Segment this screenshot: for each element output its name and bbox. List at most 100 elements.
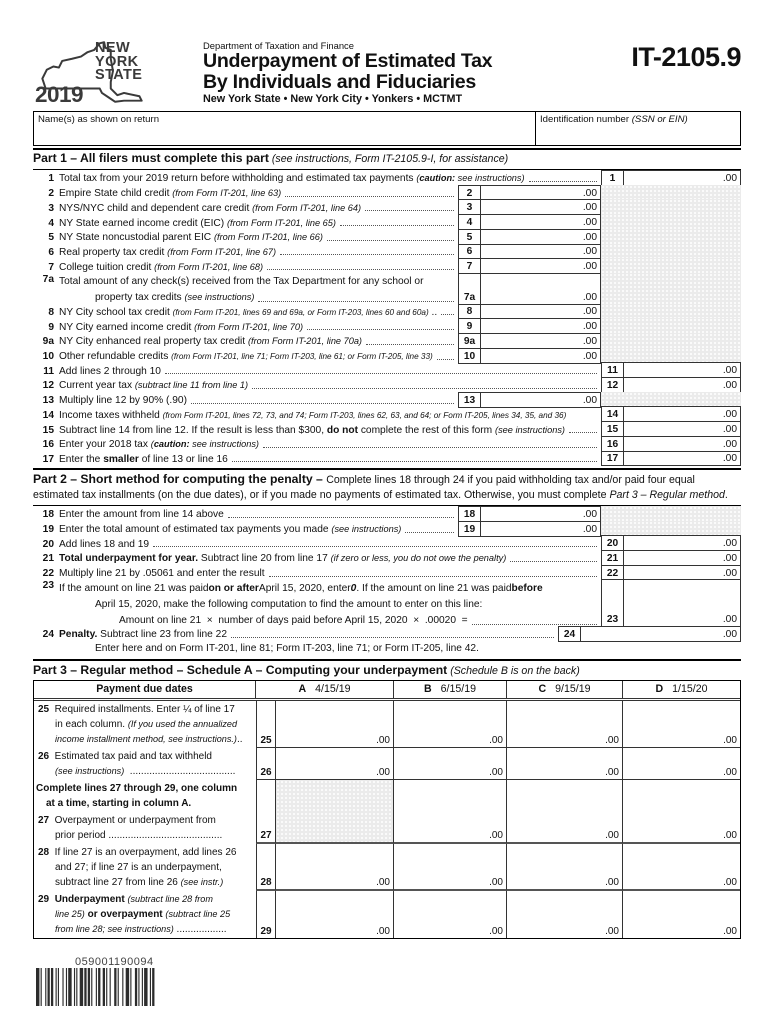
dot-leader <box>258 301 454 303</box>
line-18-amount[interactable]: .00 <box>481 505 601 522</box>
line-27-amount-d[interactable]: .00 <box>622 811 740 844</box>
name-field[interactable]: Name(s) as shown on return <box>34 112 535 145</box>
line-number: 4 <box>48 217 54 229</box>
line-27-amount-c[interactable]: .00 <box>506 811 622 844</box>
shaded-area <box>601 272 741 305</box>
line-14-amount[interactable]: .00 <box>624 406 741 423</box>
shaded-cell <box>276 779 393 812</box>
line-29-amount-b[interactable]: .00 <box>393 890 506 938</box>
line-20-amount[interactable]: .00 <box>624 535 741 552</box>
line-29-amount-a[interactable]: .00 <box>376 925 390 937</box>
line-7-amount[interactable]: .00 <box>481 258 601 275</box>
line-label: Empire State child credit (from Form IT-… <box>59 188 282 200</box>
box-number: 26 <box>256 747 276 780</box>
line-28-amount-b[interactable]: .00 <box>393 843 506 891</box>
line-1-amount[interactable]: .00 <box>624 170 741 186</box>
id-field[interactable]: Identification number (SSN or EIN) <box>535 112 740 145</box>
empty-cell <box>506 779 622 812</box>
line-29-amount-c[interactable]: .00 <box>506 890 622 938</box>
shaded-area <box>601 391 741 408</box>
line-12-amount[interactable]: .00 <box>624 377 741 393</box>
line-5-amount[interactable]: .00 <box>481 228 601 245</box>
line-4-amount[interactable]: .00 <box>481 214 601 230</box>
line-label: Other refundable credits (from Form IT-2… <box>59 351 433 363</box>
line-label: 25 Required installments. Enter ¼ of lin… <box>38 703 243 746</box>
line-27-amount-b[interactable]: .00 <box>393 811 506 844</box>
form-number: IT-2105.9 <box>631 42 741 72</box>
line-8-amount[interactable]: .00 <box>481 303 601 320</box>
name-field-label: Name(s) as shown on return <box>38 114 160 125</box>
line-9-amount[interactable]: .00 <box>481 318 601 335</box>
line-label: Income taxes withheld (from Form IT-201,… <box>59 409 567 421</box>
line-26-amount-b[interactable]: .00 <box>393 747 506 780</box>
line-15-amount[interactable]: .00 <box>624 421 741 438</box>
line-16-amount[interactable]: .00 <box>624 435 741 452</box>
column-date: 6/15/19 <box>440 683 476 696</box>
empty-cell <box>393 779 506 812</box>
dot-leader <box>280 254 454 256</box>
line-7a-amount[interactable]: .00 <box>481 272 601 305</box>
column-letter: A <box>298 683 307 696</box>
line-10-amount[interactable]: .00 <box>481 347 601 364</box>
line-label: College tuition credit (from Form IT-201… <box>59 261 264 273</box>
dot-leader <box>252 387 597 389</box>
line-26-amount-d[interactable]: .00 <box>622 747 740 780</box>
line-21-amount[interactable]: .00 <box>624 550 741 566</box>
line-19-amount[interactable]: .00 <box>481 520 601 537</box>
line-label: Enter your 2018 tax (caution: see instru… <box>59 439 259 451</box>
column-date: 9/15/19 <box>555 683 591 696</box>
line-2-amount[interactable]: .00 <box>481 184 601 201</box>
dot-leader <box>405 531 454 533</box>
line-25-amount-b[interactable]: .00 <box>393 700 506 748</box>
line-2-row: 2 Empire State child credit (from Form IT… <box>33 184 741 201</box>
line-9a-amount[interactable]: .00 <box>481 332 601 349</box>
box-number: 23 <box>601 579 624 628</box>
line-27-row: 27 Overpayment or underpayment from prior… <box>34 811 740 844</box>
dot-leader <box>153 546 597 548</box>
title-block: Department of Taxation and Finance Under… <box>203 40 586 105</box>
line-23-row: 23 If the amount on line 21 was paid on … <box>33 579 741 628</box>
complete-note: Complete lines 27 through 29, one column… <box>36 782 238 810</box>
line-12-row: 12 Current year tax (subtract line 11 fro… <box>33 377 741 393</box>
column-header-c: C 9/15/19 <box>506 680 622 698</box>
line-26-amount-c[interactable]: .00 <box>506 747 622 780</box>
line-28-row: 28 If line 27 is an overpayment, add lin… <box>34 843 740 891</box>
line-24-note: Enter here and on Form IT-201, line 81; … <box>95 642 479 654</box>
box-number: 1 <box>601 170 624 186</box>
line-label: Real property tax credit (from Form IT-2… <box>59 246 277 258</box>
box-number: 20 <box>601 535 624 552</box>
line-26-amount-a[interactable]: .00 <box>276 748 393 780</box>
line-6-amount[interactable]: .00 <box>481 243 601 260</box>
dot-leader <box>227 516 454 518</box>
box-number: 4 <box>458 214 481 230</box>
line-25-amount-c[interactable]: .00 <box>506 700 622 748</box>
line-number: 24 <box>42 629 54 641</box>
box-number: 3 <box>458 199 481 216</box>
column-date: 1/15/20 <box>672 683 708 696</box>
line-24-amount[interactable]: .00 <box>581 625 741 642</box>
line-28-amount-d[interactable]: .00 <box>622 843 740 891</box>
line-28-amount-c[interactable]: .00 <box>506 843 622 891</box>
dot-leader <box>263 446 597 448</box>
line-label: Amount on line 21 × number of days paid … <box>119 614 468 626</box>
box-number: 7 <box>458 258 481 275</box>
line-number: 12 <box>42 380 54 392</box>
line-25-amount-a[interactable]: .00 <box>276 701 393 748</box>
part1-heading: Part 1 – All filers must complete this p… <box>33 148 741 170</box>
line-28-amount-a[interactable]: .00 <box>276 844 393 891</box>
line-22-amount[interactable]: .00 <box>624 564 741 581</box>
line-29-amount-d[interactable]: .00 <box>622 890 740 938</box>
line-22-row: 22 Multiply line 21 by .05061 and enter t… <box>33 564 741 581</box>
line-number: 6 <box>48 246 54 258</box>
dot-leader <box>510 560 597 562</box>
box-number: 7a <box>458 272 481 305</box>
line-25-amount-d[interactable]: .00 <box>622 700 740 748</box>
line-17-row: 17 Enter the smaller of line 13 or line 1… <box>33 450 741 467</box>
line-13-amount[interactable]: .00 <box>481 391 601 408</box>
line-17-amount[interactable]: .00 <box>624 450 741 467</box>
line-23-amount[interactable]: .00 <box>624 579 741 628</box>
line-3-amount[interactable]: .00 <box>481 199 601 216</box>
line-11-row: 11 Add lines 2 through 10 11.00 <box>33 362 741 379</box>
box-number: 15 <box>601 421 624 438</box>
line-11-amount[interactable]: .00 <box>624 362 741 379</box>
